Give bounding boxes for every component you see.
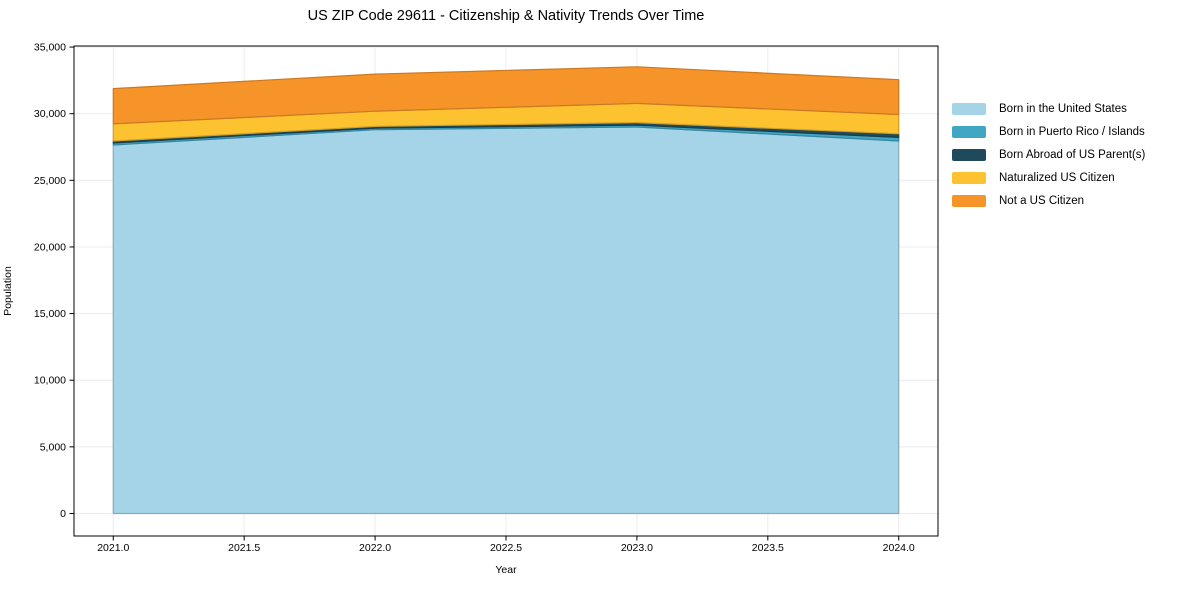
x-tick-label: 2021.0: [97, 542, 129, 554]
y-tick-label: 30,000: [34, 108, 66, 120]
legend-swatch: [952, 195, 986, 207]
legend-label: Naturalized US Citizen: [999, 172, 1115, 184]
area-series-1: [112, 126, 900, 515]
legend-label: Born Abroad of US Parent(s): [999, 149, 1146, 161]
x-tick-label: 2022.0: [359, 542, 391, 554]
x-tick-label: 2021.5: [228, 542, 260, 554]
legend-item: Born in Puerto Rico / Islands: [952, 126, 1145, 138]
area-series-5: [112, 66, 900, 125]
y-tick-label: 20,000: [34, 241, 66, 253]
legend: Born in the United States Born in Puerto …: [952, 103, 1145, 207]
chart-title: US ZIP Code 29611 - Citizenship & Nativi…: [307, 8, 705, 24]
y-tick-label: 15,000: [34, 308, 66, 320]
x-axis-label: Year: [495, 564, 517, 576]
legend-label: Born in Puerto Rico / Islands: [999, 126, 1145, 138]
y-tick-label: 25,000: [34, 175, 66, 187]
legend-swatch: [952, 172, 986, 184]
legend-label: Born in the United States: [999, 103, 1127, 115]
x-tick-label: 2023.5: [752, 542, 784, 554]
x-tick-label: 2023.0: [621, 542, 653, 554]
legend-swatch: [952, 149, 986, 161]
y-tick-label: 5,000: [40, 441, 66, 453]
x-tick-label: 2022.5: [490, 542, 522, 554]
legend-item: Not a US Citizen: [952, 195, 1145, 207]
legend-item: Born in the United States: [952, 103, 1145, 115]
legend-item: Naturalized US Citizen: [952, 172, 1145, 184]
y-tick-label: 0: [60, 508, 66, 520]
x-tick-label: 2024.0: [883, 542, 915, 554]
legend-item: Born Abroad of US Parent(s): [952, 149, 1145, 161]
y-tick-label: 35,000: [34, 42, 66, 54]
y-axis-label: Population: [2, 266, 14, 316]
legend-swatch: [952, 126, 986, 138]
y-tick-label: 10,000: [34, 375, 66, 387]
legend-swatch: [952, 103, 986, 115]
legend-label: Not a US Citizen: [999, 195, 1085, 207]
